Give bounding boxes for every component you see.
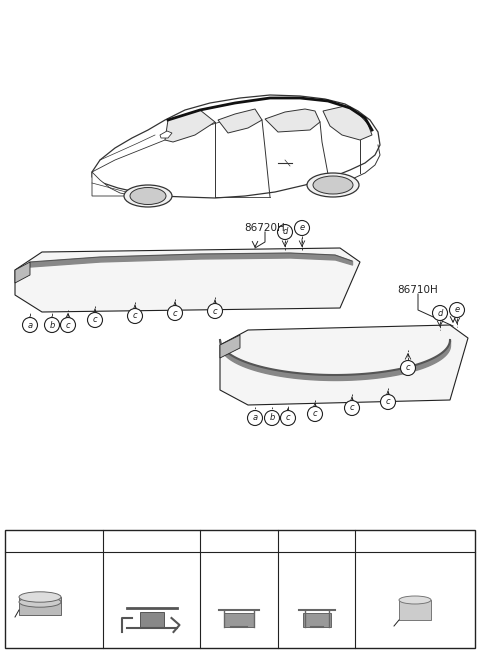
Polygon shape [15,248,360,312]
Polygon shape [220,335,240,358]
Polygon shape [265,109,320,132]
Text: 87215G: 87215G [222,537,258,546]
Text: a: a [12,537,16,546]
Text: 87229: 87229 [401,562,429,571]
Text: d: d [285,537,289,546]
Text: c: c [213,306,217,316]
Text: c: c [93,316,97,325]
Text: b: b [269,413,275,422]
Circle shape [280,411,296,426]
Text: c: c [66,321,70,329]
Circle shape [60,318,75,333]
Text: b: b [109,537,114,546]
Polygon shape [15,262,30,283]
Bar [5,530,475,648]
Polygon shape [92,172,135,196]
Circle shape [308,407,323,422]
Ellipse shape [399,596,431,604]
Polygon shape [323,106,372,140]
Circle shape [128,308,143,323]
Polygon shape [165,110,215,142]
Text: 87218L: 87218L [37,562,71,571]
Circle shape [45,318,60,333]
Ellipse shape [307,173,359,197]
Circle shape [345,401,360,415]
Text: c: c [286,413,290,422]
Circle shape [449,302,465,318]
Polygon shape [218,109,262,133]
Circle shape [295,220,310,236]
Text: a: a [27,321,33,329]
Text: 87229A: 87229A [398,573,432,583]
Text: 86720H: 86720H [245,223,286,233]
Text: c: c [132,312,137,321]
Text: e: e [361,537,366,546]
Text: c: c [386,398,390,407]
Circle shape [168,306,182,321]
Text: d: d [437,308,443,318]
Circle shape [432,306,447,321]
Text: 87245C: 87245C [134,562,169,571]
Ellipse shape [313,176,353,194]
Bar [140,612,164,628]
Bar [224,613,254,627]
Text: c: c [312,409,317,419]
Text: c: c [350,403,354,413]
Ellipse shape [124,185,172,207]
Text: 86710H: 86710H [397,285,438,295]
Bar [19,597,61,615]
Circle shape [264,411,279,426]
Circle shape [248,411,263,426]
Text: d: d [282,228,288,237]
Polygon shape [92,95,380,198]
Text: c: c [173,308,177,318]
Circle shape [203,535,215,547]
Circle shape [23,318,37,333]
Ellipse shape [19,592,61,602]
Text: a: a [252,413,258,422]
Circle shape [277,224,292,239]
Text: e: e [300,224,305,232]
Circle shape [207,304,223,319]
Circle shape [358,535,370,547]
Ellipse shape [130,188,166,205]
Circle shape [281,535,293,547]
Text: b: b [49,321,55,329]
Polygon shape [160,131,172,138]
Circle shape [106,535,118,547]
Bar [302,613,331,627]
Text: 87246G: 87246G [134,573,169,583]
Text: 87214G: 87214G [300,537,336,546]
Circle shape [8,535,20,547]
Text: 87218R: 87218R [36,573,72,583]
Ellipse shape [19,597,61,607]
Circle shape [381,394,396,409]
Text: c: c [207,537,211,546]
Bar [399,600,431,620]
Text: e: e [455,306,459,314]
Circle shape [400,361,416,375]
Text: c: c [406,363,410,373]
Circle shape [87,312,103,327]
Polygon shape [220,325,468,405]
